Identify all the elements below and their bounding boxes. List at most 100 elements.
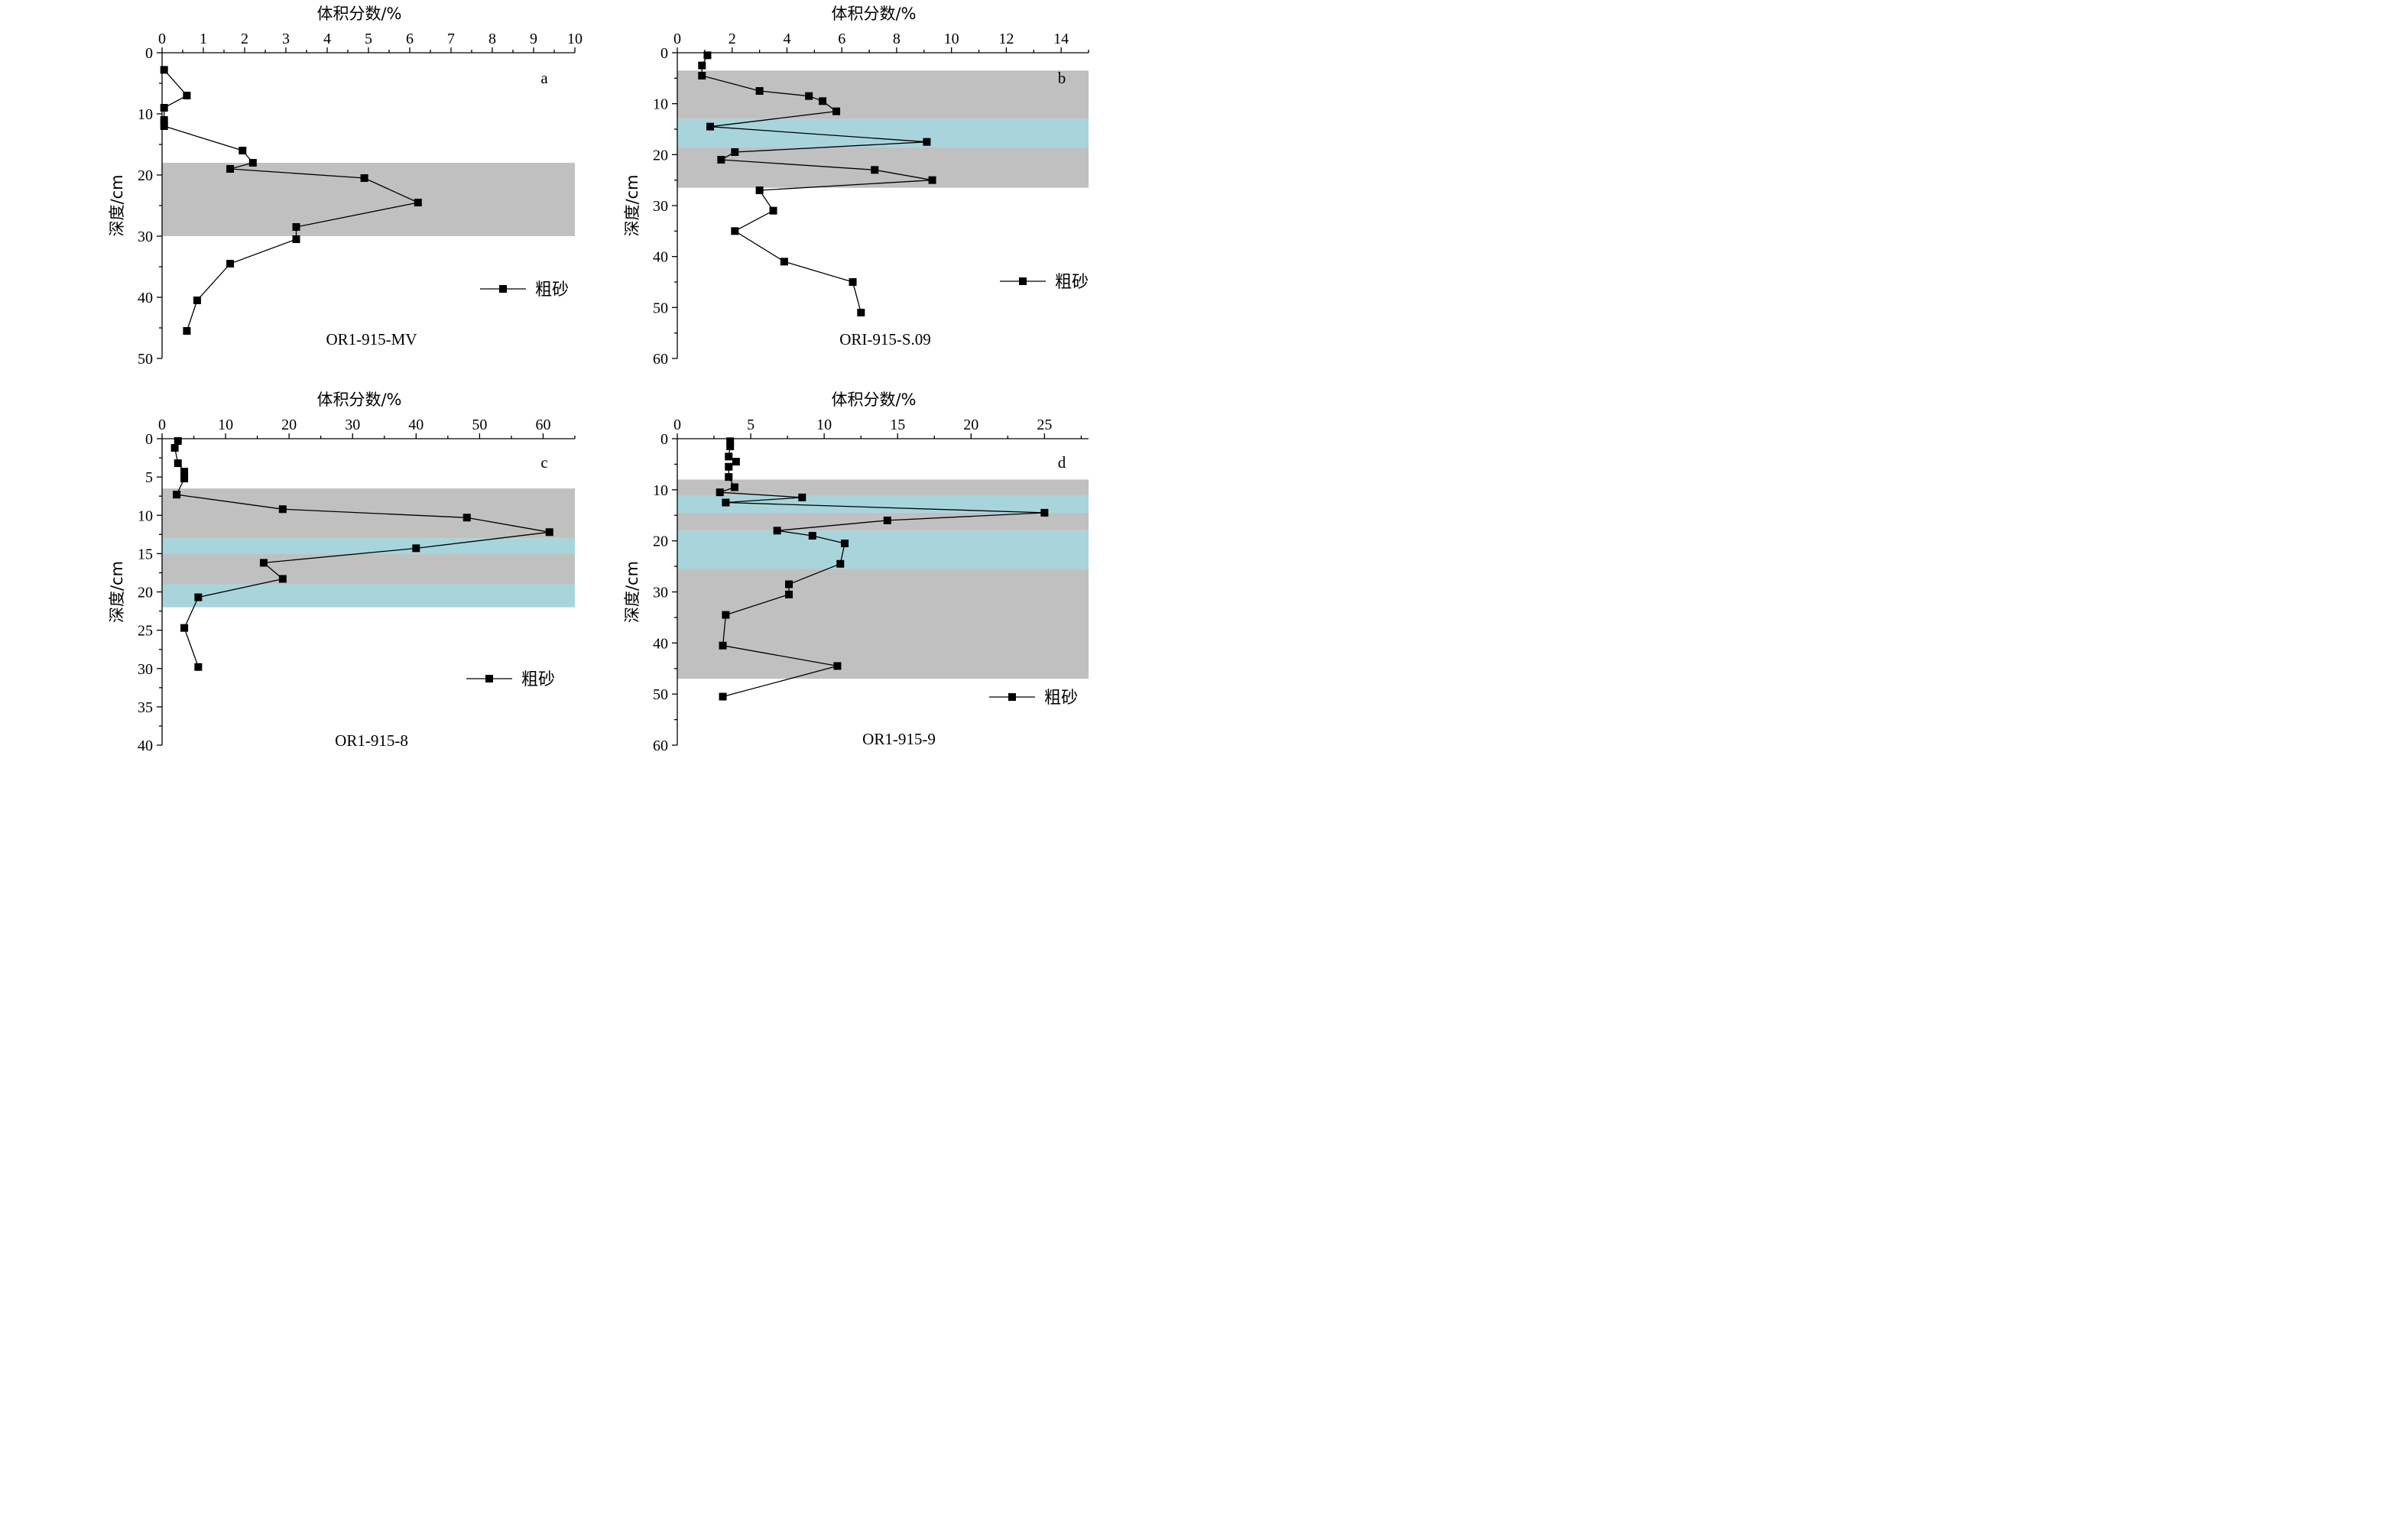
data-point [819, 97, 827, 105]
data-point [719, 641, 727, 650]
x-axis-title: 体积分数/% [831, 5, 916, 23]
data-point [883, 516, 891, 524]
x-tick-label: 7 [447, 31, 455, 47]
x-tick-label: 12 [998, 31, 1014, 47]
legend: 粗砂 [1000, 273, 1089, 292]
y-tick-label: 50 [653, 686, 668, 703]
x-tick-label: 0 [673, 31, 681, 47]
x-tick-label: 4 [323, 31, 331, 47]
data-point [174, 437, 182, 446]
data-point [160, 122, 168, 130]
core-name: ORI-915-S.09 [839, 330, 931, 349]
x-tick-label: 10 [567, 31, 583, 47]
x-tick-label: 10 [944, 31, 959, 47]
data-point [703, 51, 712, 60]
x-tick-label: 15 [890, 417, 905, 433]
x-axis-title: 体积分数/% [316, 5, 401, 23]
data-point [726, 443, 735, 451]
chart-panel-a: 0 1 2 3 4 5 6 7 8 9 10 0 10 20 30 40 50 体积分数/% 深度/cm a OR1-9… [108, 5, 583, 368]
core-name: OR1-915-MV [326, 330, 417, 349]
y-tick-label: 10 [138, 507, 153, 524]
legend: 粗砂 [480, 280, 569, 300]
x-tick-label: 20 [281, 417, 297, 433]
data-point [717, 156, 725, 164]
data-point [248, 159, 257, 167]
data-point [928, 176, 936, 184]
data-point [871, 166, 879, 174]
y-tick-label: 60 [653, 738, 668, 754]
data-point [798, 493, 806, 501]
depth-band [677, 70, 1089, 119]
data-point [833, 662, 842, 670]
y-axis-title: 深度/cm [108, 561, 126, 623]
y-tick-label: 25 [138, 623, 153, 640]
data-point [194, 593, 203, 601]
y-tick-label: 40 [653, 249, 668, 266]
y-tick-label: 50 [138, 351, 153, 368]
y-tick-label: 0 [660, 45, 668, 62]
legend-marker [1019, 277, 1027, 285]
data-point [841, 540, 849, 548]
x-tick-label: 10 [218, 417, 233, 433]
legend: 粗砂 [989, 689, 1078, 708]
data-point [725, 473, 733, 481]
data-point [731, 227, 739, 235]
data-point [170, 444, 179, 452]
data-point [923, 138, 931, 146]
data-point [194, 663, 203, 671]
data-point [259, 559, 268, 567]
data-point [278, 505, 287, 514]
y-tick-label: 10 [138, 106, 153, 123]
x-tick-label: 5 [747, 417, 755, 433]
data-point [160, 116, 168, 124]
data-point [698, 72, 706, 79]
legend-marker [499, 285, 507, 293]
data-point [1040, 508, 1049, 517]
legend-label: 粗砂 [1044, 689, 1078, 708]
y-tick-label: 30 [138, 661, 153, 678]
x-tick-label: 6 [406, 31, 414, 47]
depth-band [677, 118, 1089, 148]
x-tick-label: 10 [816, 417, 832, 433]
data-point [183, 327, 191, 335]
y-tick-label: 20 [138, 585, 153, 601]
x-tick-label: 4 [783, 31, 790, 47]
y-tick-label: 0 [145, 431, 153, 448]
legend-label: 粗砂 [1055, 273, 1089, 292]
data-point [412, 544, 420, 553]
x-axis-title: 体积分数/% [316, 391, 401, 409]
y-tick-label: 20 [138, 167, 153, 184]
data-point [183, 92, 191, 99]
data-point [716, 488, 724, 497]
core-name: OR1-915-9 [862, 730, 936, 748]
depth-band [162, 163, 575, 236]
depth-band [162, 538, 575, 554]
data-point [773, 527, 781, 535]
data-point [278, 575, 287, 583]
data-point [160, 66, 168, 74]
data-point [755, 186, 764, 194]
x-tick-label: 25 [1037, 417, 1052, 433]
data-point [226, 260, 235, 267]
x-axis-title: 体积分数/% [831, 391, 916, 409]
x-tick-label: 6 [838, 31, 845, 47]
legend: 粗砂 [466, 670, 555, 689]
y-tick-label: 40 [138, 738, 153, 754]
data-point [226, 165, 235, 173]
data-point [239, 147, 247, 154]
data-point [193, 297, 201, 304]
x-tick-label: 50 [472, 417, 487, 433]
x-tick-label: 20 [963, 417, 978, 433]
data-point [722, 498, 730, 507]
y-axis-title: 深度/cm [623, 174, 641, 236]
depth-band [677, 479, 1089, 495]
y-tick-label: 0 [660, 431, 668, 448]
y-tick-label: 30 [653, 198, 668, 215]
data-point [725, 452, 733, 461]
data-point [180, 475, 189, 483]
panel-label: d [1058, 453, 1066, 472]
x-tick-label: 0 [158, 31, 166, 47]
x-tick-label: 5 [365, 31, 372, 47]
x-tick-label: 2 [729, 31, 736, 47]
x-tick-label: 60 [535, 417, 550, 433]
